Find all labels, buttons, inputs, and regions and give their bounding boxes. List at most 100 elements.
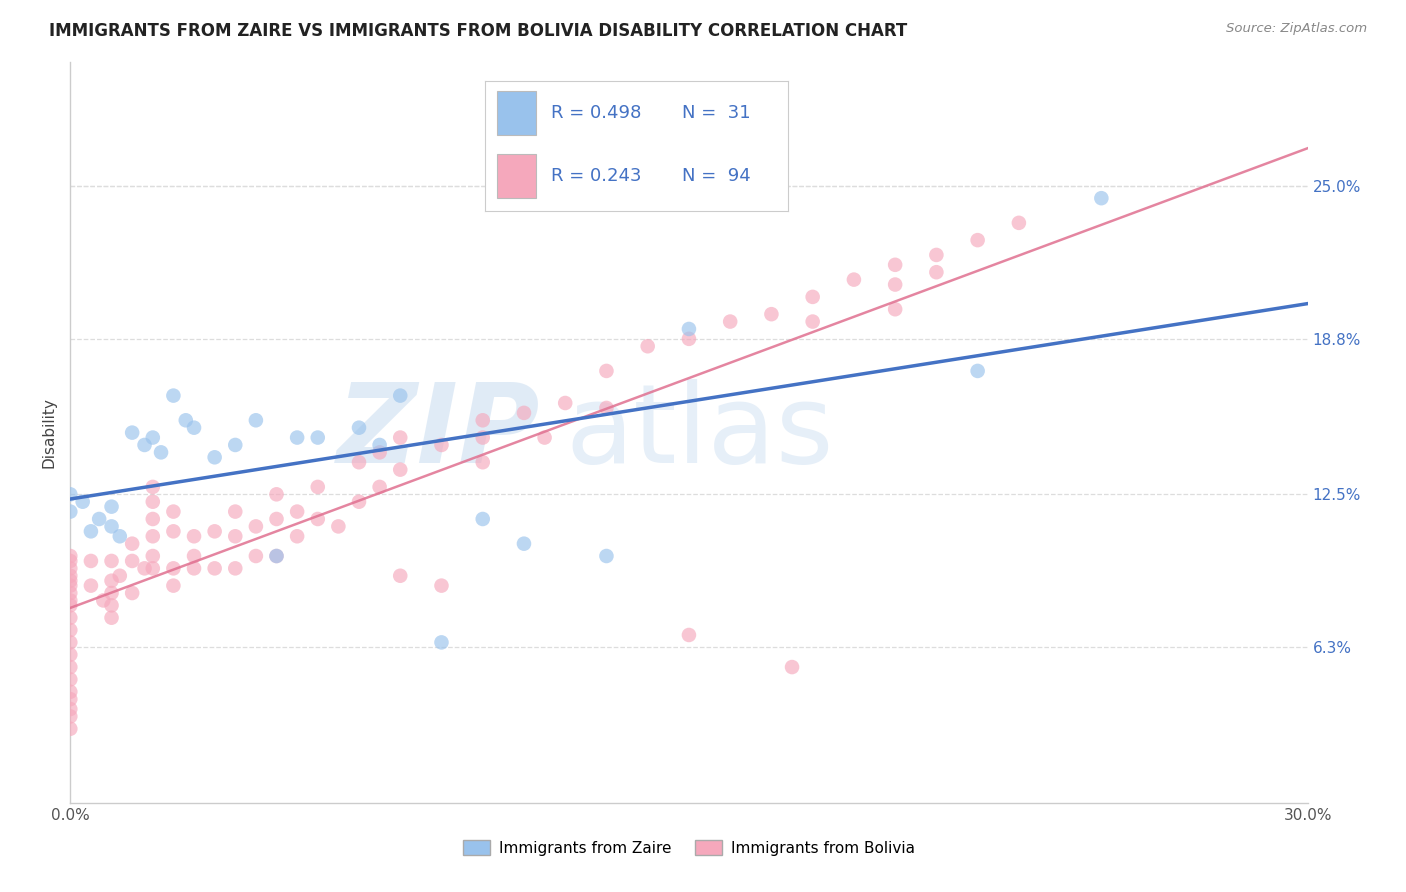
Point (389, 388, 412, 402)
Point (59, 549, 82, 563)
Point (59, 673, 82, 687)
Point (134, 438, 156, 452)
Point (100, 586, 122, 600)
Point (121, 425, 143, 440)
Point (347, 455, 370, 469)
Point (91, 593, 114, 607)
Point (389, 568, 412, 582)
Point (59, 623, 82, 637)
Point (224, 438, 246, 452)
Point (513, 536, 536, 550)
Point (245, 519, 267, 533)
Point (142, 480, 165, 494)
Point (121, 536, 143, 550)
Point (266, 549, 288, 563)
Point (142, 549, 165, 563)
Point (174, 413, 197, 427)
Point (142, 512, 165, 526)
Point (925, 248, 948, 262)
Point (100, 610, 122, 624)
Point (100, 500, 122, 514)
Point (595, 364, 617, 378)
Point (368, 445, 391, 459)
Point (59, 599, 82, 613)
Point (59, 554, 82, 568)
Point (183, 549, 205, 563)
Point (108, 529, 131, 543)
Point (513, 406, 536, 420)
Point (533, 431, 555, 445)
Point (266, 487, 288, 501)
Point (307, 512, 329, 526)
Point (328, 519, 350, 533)
Text: ZIP: ZIP (337, 379, 540, 486)
Point (59, 561, 82, 575)
Point (780, 660, 803, 674)
Point (59, 709, 82, 723)
Point (80, 524, 103, 539)
Point (347, 420, 370, 434)
Point (678, 332, 700, 346)
Point (59, 610, 82, 624)
Point (142, 431, 165, 445)
Point (72, 494, 94, 508)
Point (595, 401, 617, 415)
Point (430, 635, 453, 649)
Point (678, 628, 700, 642)
Point (347, 494, 370, 508)
Point (134, 561, 156, 575)
Point (285, 529, 308, 543)
Point (471, 455, 494, 469)
Point (1008, 216, 1031, 230)
Point (266, 549, 288, 563)
Point (59, 505, 82, 519)
Point (285, 431, 308, 445)
Point (142, 494, 165, 508)
Point (678, 322, 700, 336)
Point (245, 413, 267, 427)
Point (59, 568, 82, 582)
Point (121, 554, 143, 568)
Point (142, 529, 165, 543)
Point (430, 438, 453, 452)
Point (162, 579, 184, 593)
Point (59, 487, 82, 501)
Point (59, 722, 82, 736)
Point (307, 431, 329, 445)
Point (59, 586, 82, 600)
Point (761, 307, 783, 321)
Point (100, 519, 122, 533)
Point (801, 314, 824, 328)
Point (150, 445, 173, 459)
Point (204, 524, 226, 539)
Point (162, 505, 184, 519)
Point (183, 420, 205, 434)
Point (59, 593, 82, 607)
Point (430, 579, 453, 593)
Legend: Immigrants from Zaire, Immigrants from Bolivia: Immigrants from Zaire, Immigrants from B… (457, 834, 921, 862)
Point (245, 549, 267, 563)
Point (285, 505, 308, 519)
Point (595, 549, 617, 563)
Point (368, 438, 391, 452)
Point (471, 413, 494, 427)
Point (637, 339, 659, 353)
Point (80, 554, 103, 568)
Point (884, 277, 907, 292)
Text: IMMIGRANTS FROM ZAIRE VS IMMIGRANTS FROM BOLIVIA DISABILITY CORRELATION CHART: IMMIGRANTS FROM ZAIRE VS IMMIGRANTS FROM… (49, 22, 907, 40)
Point (307, 480, 329, 494)
Point (966, 364, 988, 378)
Point (884, 258, 907, 272)
Point (224, 529, 246, 543)
Y-axis label: Disability: Disability (41, 397, 56, 468)
Point (59, 579, 82, 593)
Point (142, 561, 165, 575)
Point (183, 529, 205, 543)
Point (59, 702, 82, 716)
Point (925, 265, 948, 279)
Point (389, 462, 412, 476)
Point (1090, 191, 1112, 205)
Point (59, 635, 82, 649)
Point (162, 524, 184, 539)
Point (554, 396, 576, 410)
